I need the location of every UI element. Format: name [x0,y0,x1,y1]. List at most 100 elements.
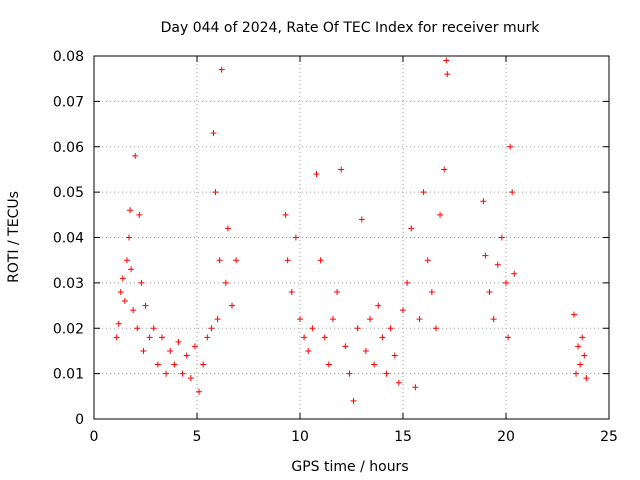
data-points [113,57,590,404]
plot-frame [93,55,610,420]
y-tick-label: 0.08 [53,49,84,65]
data-point [443,57,450,64]
data-point [313,170,320,177]
data-point [167,347,174,354]
data-point [127,207,134,214]
data-point [216,257,223,264]
data-point [395,379,402,386]
x-tick-label: 5 [193,429,202,445]
data-point [387,325,394,332]
data-point [437,211,444,218]
data-point [321,334,328,341]
data-point [367,316,374,323]
data-point [507,143,514,150]
y-tick-label: 0.05 [53,185,84,201]
data-point [171,361,178,368]
data-point [503,279,509,286]
data-point [317,257,324,264]
y-tick-label: 0.01 [53,367,84,383]
chart-title: Day 044 of 2024, Rate Of TEC Index for r… [161,20,541,36]
data-point [204,334,211,341]
data-point [354,325,361,332]
axis-ticks: 0 5 10 15 20 25 0 0.01 0.02 0.03 0.04 0.05 0.06 0.07 0… [53,49,618,445]
data-point [383,370,390,377]
data-point [362,347,369,354]
data-point [400,307,406,314]
data-point [490,316,497,323]
data-point [583,375,590,382]
data-point [208,325,215,332]
data-point [121,298,128,305]
data-point [408,225,415,232]
data-point [214,316,221,323]
data-point [346,370,353,377]
data-point [196,388,203,395]
data-point [301,334,308,341]
data-point [282,211,289,218]
data-point [119,275,126,282]
x-tick-label: 10 [291,429,309,445]
data-point [154,361,161,368]
data-point [511,270,518,277]
data-point [210,130,217,137]
data-point [350,397,357,404]
data-point [309,325,316,332]
data-point [187,375,194,382]
data-point [498,234,505,241]
data-point [375,302,382,309]
data-point [191,343,198,350]
data-point [146,334,153,341]
data-point [142,302,149,309]
data-point [480,198,487,205]
data-point [126,234,133,241]
y-tick-label: 0.02 [53,321,84,337]
x-axis-label: GPS time / hours [291,459,408,475]
data-point [136,211,143,218]
data-point [494,261,501,268]
y-tick-label: 0 [75,412,84,428]
data-point [404,279,411,286]
data-point [113,334,120,341]
data-point [117,288,124,295]
data-point [482,252,489,259]
data-point [573,370,580,377]
data-point [158,334,165,341]
data-point [212,189,219,196]
x-tick-label: 15 [394,429,412,445]
data-point [424,257,431,264]
y-tick-label: 0.06 [53,140,84,156]
data-point [292,234,299,241]
data-point [342,343,349,350]
data-point [288,288,295,295]
data-point [222,279,229,286]
data-point [338,166,345,173]
data-point [391,352,398,359]
x-tick-label: 25 [600,429,618,445]
y-tick-label: 0.07 [53,94,84,110]
data-point [218,66,225,73]
data-point [444,71,451,78]
data-point [416,316,423,323]
data-point [150,325,157,332]
data-point [428,288,435,295]
data-point [233,257,240,264]
data-point [329,316,336,323]
data-point [570,311,577,318]
data-point [358,216,365,223]
data-point [179,370,186,377]
data-point [229,302,236,309]
data-point [224,225,231,232]
data-point [132,152,139,159]
data-point [334,288,341,295]
data-point [577,361,584,368]
data-point [505,334,512,341]
data-point [297,316,303,323]
data-point [432,325,439,332]
data-point [325,361,332,368]
data-point [115,320,122,327]
data-point [175,338,182,345]
y-tick-label: 0.04 [53,231,84,247]
data-point [200,361,207,368]
grid [94,56,609,419]
